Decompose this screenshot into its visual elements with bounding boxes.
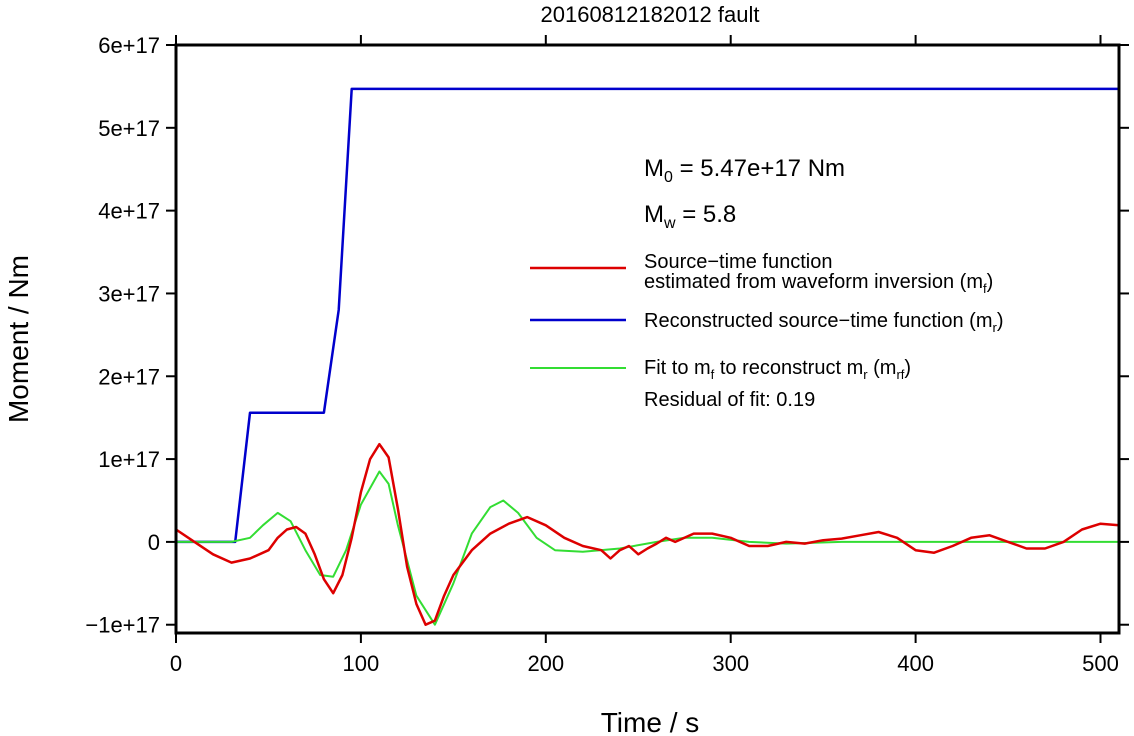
moment-magnitude-label: Mw = 5.8 (644, 201, 736, 232)
legend-label-mrf: Fit to mf to reconstruct mr (mrf) (644, 357, 911, 382)
x-tick-label: 300 (712, 651, 749, 676)
y-tick-label: −1e+17 (85, 613, 160, 638)
legend-label-mf-line2: estimated from waveform inversion (mf) (644, 271, 993, 296)
plot-frame (174, 43, 1121, 635)
legend: Source−time function estimated from wave… (530, 251, 1004, 411)
y-axis-title: Moment / Nm (3, 255, 34, 423)
x-axis-title: Time / s (601, 707, 700, 736)
x-tick-label: 400 (897, 651, 934, 676)
series-line-mf (175, 442, 1120, 626)
y-tick-label: 6e+17 (98, 33, 160, 58)
y-tick-label: 0 (148, 530, 160, 555)
seismic-moment-label: M0 = 5.47e+17 Nm (644, 155, 845, 186)
axes: 0 100 200 300 400 500 −1e+17 0 1e+17 2e+17 3e+17 4e… (85, 33, 1129, 676)
x-tick-label: 0 (170, 651, 182, 676)
legend-label-mr: Reconstructed source−time function (mr) (644, 310, 1004, 335)
y-tick-label: 1e+17 (98, 447, 160, 472)
y-tick-label: 4e+17 (98, 199, 160, 224)
x-tick-label: 500 (1082, 651, 1119, 676)
series-line-mrf (176, 470, 1119, 626)
chart-title: 20160812182012 fault (541, 2, 760, 27)
y-tick-label: 3e+17 (98, 281, 160, 306)
series-lines (175, 87, 1120, 626)
y-tick-label: 2e+17 (98, 364, 160, 389)
x-tick-label: 100 (343, 651, 380, 676)
residual-label: Residual of fit: 0.19 (644, 389, 815, 411)
legend-label-mf-line1: Source−time function (644, 251, 832, 273)
y-tick-label: 5e+17 (98, 116, 160, 141)
x-tick-label: 200 (527, 651, 564, 676)
